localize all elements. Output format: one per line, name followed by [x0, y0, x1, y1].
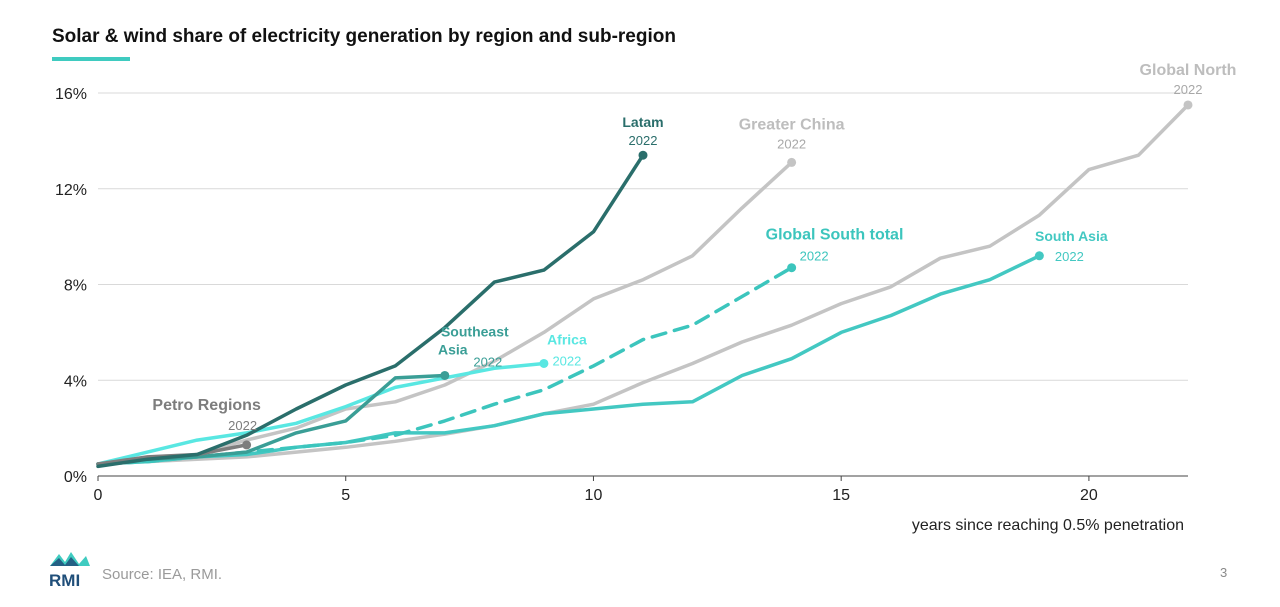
series-year-greater-china: 2022 [777, 136, 806, 151]
x-axis-label: years since reaching 0.5% penetration [912, 517, 1184, 534]
series-year-global-south-total: 2022 [800, 249, 829, 264]
y-tick-label: 8% [64, 278, 87, 295]
series-label-greater-china: Greater China [739, 116, 845, 133]
y-tick-label: 16% [55, 86, 87, 103]
title-accent-rule [52, 57, 130, 61]
rmi-logo: RMI [49, 552, 90, 588]
series-labels: Global North 2022 Greater China 2022 South A… [152, 62, 1236, 433]
series-line-latam [96, 153, 645, 469]
chart-title: Solar & wind share of electricity genera… [52, 26, 676, 47]
y-tick-label: 4% [64, 373, 87, 390]
series-year-global-north: 2022 [1174, 82, 1203, 97]
y-tick-label: 12% [55, 182, 87, 199]
x-tick-label: 20 [1080, 487, 1098, 504]
axes: 0% 4% 8% 12% 16% 0 5 10 15 20 [55, 86, 1188, 504]
series-line-global-north [96, 103, 1190, 466]
series-endpoint-africa [539, 358, 549, 368]
series-line-africa [96, 361, 546, 466]
series-label-southeast-asia-line2: Asia [438, 341, 468, 357]
series-year-petro-regions: 2022 [228, 418, 257, 433]
x-tick-label: 10 [585, 487, 603, 504]
series-label-global-north: Global North [1140, 62, 1237, 79]
series-year-latam: 2022 [629, 133, 658, 148]
y-tick-label: 0% [64, 469, 87, 486]
series-year-southeast-asia: 2022 [473, 354, 502, 369]
series-label-southeast-asia: Southeast [441, 323, 509, 339]
series-year-south-asia: 2022 [1055, 249, 1084, 264]
series-label-global-south-total: Global South total [766, 227, 904, 244]
series-label-africa: Africa [547, 331, 587, 347]
series-endpoint-greater-china [787, 157, 797, 167]
series-lines [96, 100, 1193, 469]
series-endpoint-southeast-asia [440, 370, 450, 380]
x-tick-label: 15 [832, 487, 850, 504]
series-endpoint-petro-regions [242, 440, 252, 450]
source-note: Source: IEA, RMI. [102, 566, 223, 583]
x-tick-label: 0 [94, 487, 103, 504]
x-tick-label: 5 [341, 487, 350, 504]
series-line-greater-china [96, 160, 794, 466]
logo-text: RMI [49, 571, 80, 588]
series-label-south-asia: South Asia [1035, 228, 1108, 244]
series-endpoint-global-north [1183, 100, 1193, 110]
series-endpoint-south-asia [1034, 251, 1044, 261]
series-label-latam: Latam [622, 114, 663, 130]
series-label-petro-regions: Petro Regions [152, 397, 261, 414]
series-endpoint-global-south-total [787, 263, 797, 273]
series-endpoint-latam [638, 150, 648, 160]
series-year-africa: 2022 [552, 353, 581, 368]
series-line-south-asia [96, 254, 1042, 466]
page-number: 3 [1220, 565, 1228, 580]
gridlines [98, 92, 1188, 381]
